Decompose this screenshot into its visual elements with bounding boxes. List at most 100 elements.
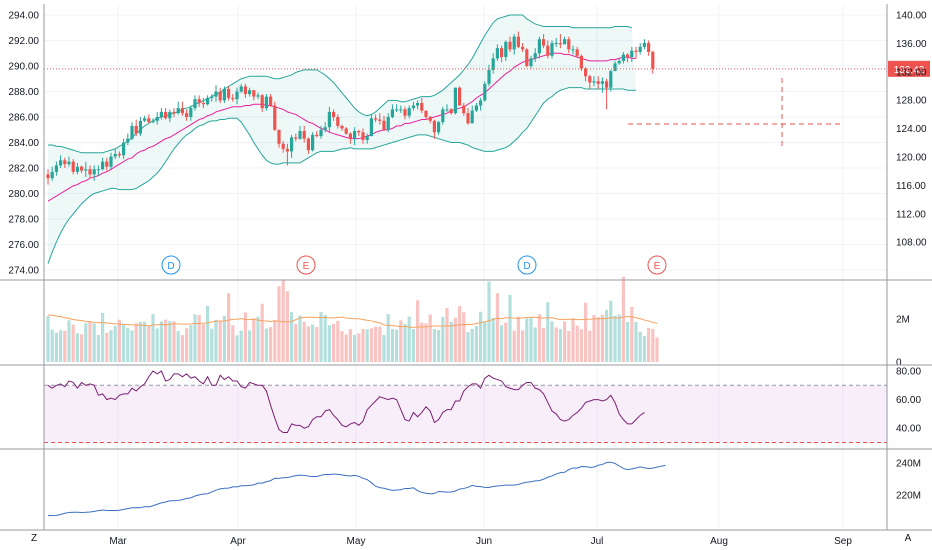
candle-body <box>437 122 441 133</box>
volume-bar <box>138 322 142 362</box>
candle-body <box>105 161 109 167</box>
volume-bar <box>374 326 378 362</box>
candle-body <box>75 166 79 172</box>
dividend-marker-label: D <box>167 261 174 272</box>
volume-bar <box>432 329 436 362</box>
volume-bar <box>554 327 558 362</box>
volume-bar <box>537 314 541 362</box>
candle-body <box>407 108 411 116</box>
volume-bar <box>84 323 88 362</box>
candle-body <box>470 110 474 124</box>
auto-scale-button[interactable]: A <box>904 533 912 544</box>
volume-bar <box>546 302 550 362</box>
candle-body <box>92 169 96 175</box>
right-tick-label: 140.00 <box>896 11 927 22</box>
volume-bar <box>390 329 394 362</box>
month-label: May <box>347 536 366 547</box>
candle-body <box>567 39 571 50</box>
candle-body <box>441 109 445 123</box>
volume-bar <box>369 328 373 362</box>
volume-bar <box>285 291 289 362</box>
left-tick-label: 274.00 <box>8 266 39 277</box>
volume-bar <box>277 286 281 362</box>
month-label: Apr <box>230 536 246 547</box>
right-tick-label: 132.00 <box>896 67 927 78</box>
candle-body <box>605 81 609 88</box>
candle-body <box>197 99 201 103</box>
candle-body <box>521 46 525 50</box>
candle-body <box>164 111 168 119</box>
candle-body <box>487 69 491 84</box>
candle-body <box>218 91 222 101</box>
candle-body <box>558 43 562 45</box>
volume-bar <box>122 324 126 362</box>
candle-body <box>374 118 378 120</box>
volume-bar <box>113 325 117 362</box>
candle-body <box>458 87 462 106</box>
candle-body <box>617 60 621 64</box>
candle-body <box>46 174 50 179</box>
candle-body <box>285 148 289 152</box>
candle-body <box>626 54 630 58</box>
volume-bar <box>193 314 197 362</box>
volume-bar <box>516 316 520 362</box>
candle-body <box>206 97 210 105</box>
earnings-marker <box>296 255 316 275</box>
volume-bar <box>424 323 428 362</box>
candle-body <box>542 39 546 46</box>
dividend-marker <box>161 255 181 275</box>
volume-bar <box>621 276 625 362</box>
volume-bar <box>378 326 382 362</box>
candle-body <box>151 120 155 123</box>
left-tick-label: 284.00 <box>8 138 39 149</box>
candle-body <box>84 169 88 171</box>
candle-body <box>96 169 100 171</box>
candle-body <box>651 51 655 69</box>
candle-body <box>642 43 646 47</box>
earnings-marker <box>647 255 667 275</box>
candle-body <box>50 171 54 179</box>
candle-body <box>554 43 558 45</box>
candle-body <box>277 129 281 144</box>
volume-bar <box>584 302 588 362</box>
left-tick-label: 278.00 <box>8 215 39 226</box>
volume-bar <box>403 324 407 362</box>
volume-bar <box>189 325 193 362</box>
volume-bar <box>59 330 63 362</box>
volume-bar <box>458 306 462 362</box>
timezone-button[interactable]: Z <box>30 533 38 544</box>
volume-bar <box>605 309 609 362</box>
volume-bar <box>638 331 642 362</box>
candle-body <box>180 108 184 114</box>
candle-body <box>130 125 134 139</box>
volume-bar <box>428 314 432 362</box>
candle-body <box>596 81 600 84</box>
candle-body <box>143 118 147 121</box>
volume-bar <box>252 318 256 362</box>
volume-bar <box>533 327 537 362</box>
candle-body <box>630 50 634 58</box>
candle-body <box>159 111 163 117</box>
right-tick-label: 120.00 <box>896 153 927 164</box>
volume-bar <box>508 294 512 362</box>
volume-bar <box>651 328 655 362</box>
candle-body <box>353 131 357 139</box>
rsi-axis-label: 40.00 <box>896 424 921 435</box>
month-label: Sep <box>834 536 852 547</box>
volume-bar <box>487 281 491 362</box>
volume-bar <box>399 320 403 362</box>
candle-body <box>483 83 487 101</box>
volume-bar <box>407 316 411 362</box>
candle-body <box>546 45 550 56</box>
candle-body <box>600 81 604 84</box>
candle-body <box>386 117 390 130</box>
candle-body <box>340 125 344 129</box>
candle-body <box>575 49 579 56</box>
volume-bar <box>550 321 554 362</box>
volume-bar <box>172 321 176 362</box>
volume-bar <box>180 335 184 362</box>
candle-body <box>395 109 399 111</box>
volume-bar <box>63 330 67 362</box>
